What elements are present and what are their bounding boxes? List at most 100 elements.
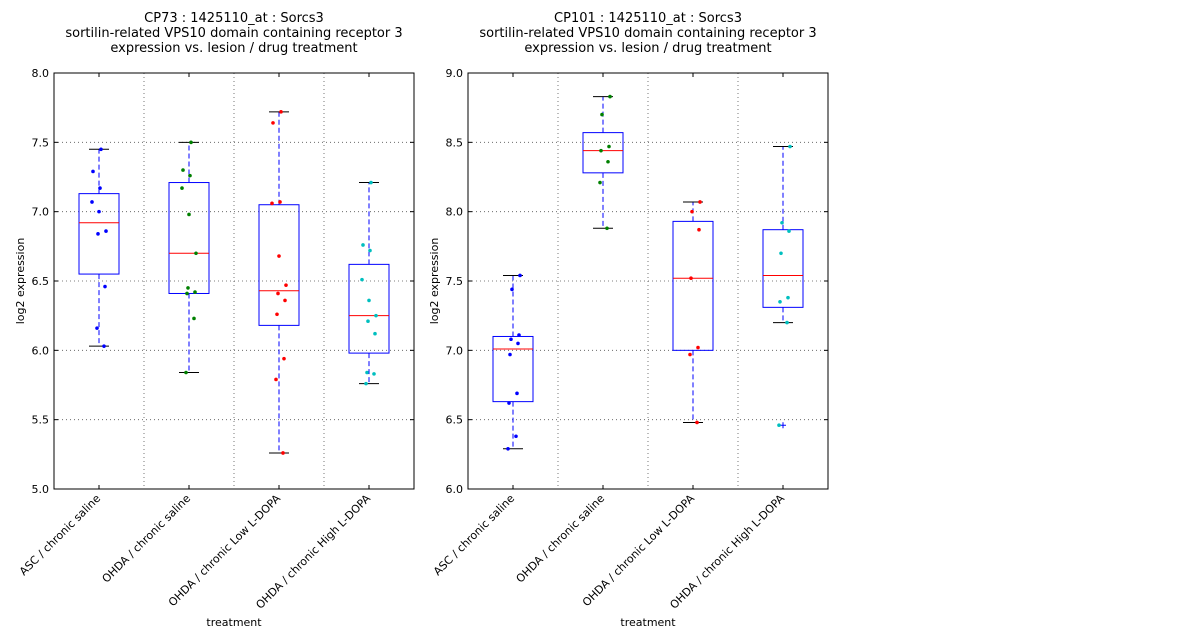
data-point — [193, 290, 197, 294]
x-tick-label: OHDA / chronic saline — [514, 492, 608, 586]
chart-title: CP101 : 1425110_at : Sorcs3 — [554, 11, 742, 26]
data-point — [194, 251, 198, 256]
data-point — [515, 391, 519, 396]
data-point — [188, 173, 192, 178]
data-point — [779, 251, 783, 256]
y-tick-label: 8.0 — [446, 206, 464, 219]
data-point — [282, 356, 286, 361]
data-point — [360, 277, 364, 282]
y-tick-label: 7.0 — [446, 344, 464, 357]
plot-frame — [53, 72, 415, 490]
data-point — [508, 352, 512, 357]
data-point — [102, 344, 106, 348]
y-tick-label: 7.5 — [446, 275, 464, 288]
data-point — [95, 326, 99, 330]
box — [672, 220, 714, 351]
y-tick-label: 7.0 — [32, 206, 50, 219]
data-point — [695, 420, 699, 425]
chart-title: sortilin-related VPS10 domain containing… — [479, 26, 816, 41]
data-point — [608, 94, 612, 99]
box — [258, 204, 300, 326]
data-point — [185, 291, 189, 296]
data-point — [284, 283, 288, 287]
box — [492, 335, 534, 403]
x-tick-label: ASC / chronic saline — [431, 492, 517, 578]
data-point — [276, 291, 280, 296]
data-point — [180, 186, 184, 190]
data-point — [516, 341, 520, 346]
data-point — [514, 434, 518, 439]
data-point — [96, 232, 100, 236]
data-point — [104, 229, 108, 233]
data-point — [275, 312, 279, 317]
data-point — [283, 298, 287, 303]
y-tick-label: 5.5 — [32, 414, 50, 427]
data-point — [786, 295, 790, 300]
data-point — [506, 446, 510, 451]
data-point — [777, 423, 781, 428]
chart-title: expression vs. lesion / drug treatment — [524, 41, 771, 56]
data-point — [97, 209, 101, 214]
data-point — [368, 248, 372, 253]
chart-title: sortilin-related VPS10 domain containing… — [65, 26, 402, 41]
y-tick-label: 6.0 — [446, 483, 464, 496]
data-point — [600, 112, 604, 117]
data-point — [90, 200, 94, 204]
box — [348, 263, 390, 354]
data-point — [606, 159, 610, 164]
y-tick-label: 5.0 — [32, 483, 50, 496]
data-point — [780, 220, 784, 225]
plot-frame — [467, 72, 829, 490]
data-point — [689, 276, 693, 281]
data-point — [599, 148, 603, 153]
data-point — [187, 212, 191, 217]
y-tick-label: 9.0 — [446, 67, 464, 80]
data-point — [688, 352, 692, 357]
chart-title: expression vs. lesion / drug treatment — [110, 41, 357, 56]
chart-title: CP73 : 1425110_at : Sorcs3 — [144, 11, 324, 26]
data-point — [373, 331, 377, 336]
data-point — [509, 337, 513, 342]
x-tick-label: OHDA / chronic saline — [100, 492, 194, 586]
data-point — [103, 284, 107, 289]
data-point — [186, 286, 190, 290]
data-point — [607, 144, 611, 149]
data-point — [507, 401, 511, 405]
data-point — [192, 316, 196, 321]
x-axis-label: treatment — [206, 616, 262, 629]
data-point — [181, 168, 185, 172]
data-point — [278, 200, 282, 204]
data-point — [279, 110, 283, 114]
y-tick-label: 6.5 — [32, 275, 50, 288]
data-point — [277, 254, 281, 258]
data-point — [184, 370, 188, 375]
data-point — [690, 209, 694, 214]
data-point — [271, 121, 275, 125]
data-point — [518, 273, 522, 278]
box — [762, 229, 804, 308]
data-point — [788, 144, 792, 149]
data-point — [91, 169, 95, 174]
x-tick-label: ASC / chronic saline — [17, 492, 103, 578]
y-tick-label: 8.0 — [32, 67, 50, 80]
data-point — [189, 140, 193, 145]
box — [582, 132, 624, 174]
y-axis-label: log2 expression — [14, 238, 27, 325]
data-point — [99, 147, 103, 152]
data-point — [270, 201, 274, 206]
y-axis-label: log2 expression — [428, 238, 441, 325]
data-point — [365, 370, 369, 375]
y-tick-label: 6.0 — [32, 344, 50, 357]
box — [78, 193, 120, 275]
data-point — [372, 372, 376, 376]
data-point — [517, 333, 521, 337]
data-point — [281, 451, 285, 455]
outlier — [780, 422, 786, 429]
data-point — [785, 320, 789, 325]
y-tick-label: 6.5 — [446, 414, 464, 427]
data-point — [510, 287, 514, 292]
data-point — [778, 300, 782, 304]
data-point — [696, 345, 700, 350]
data-point — [98, 186, 102, 190]
